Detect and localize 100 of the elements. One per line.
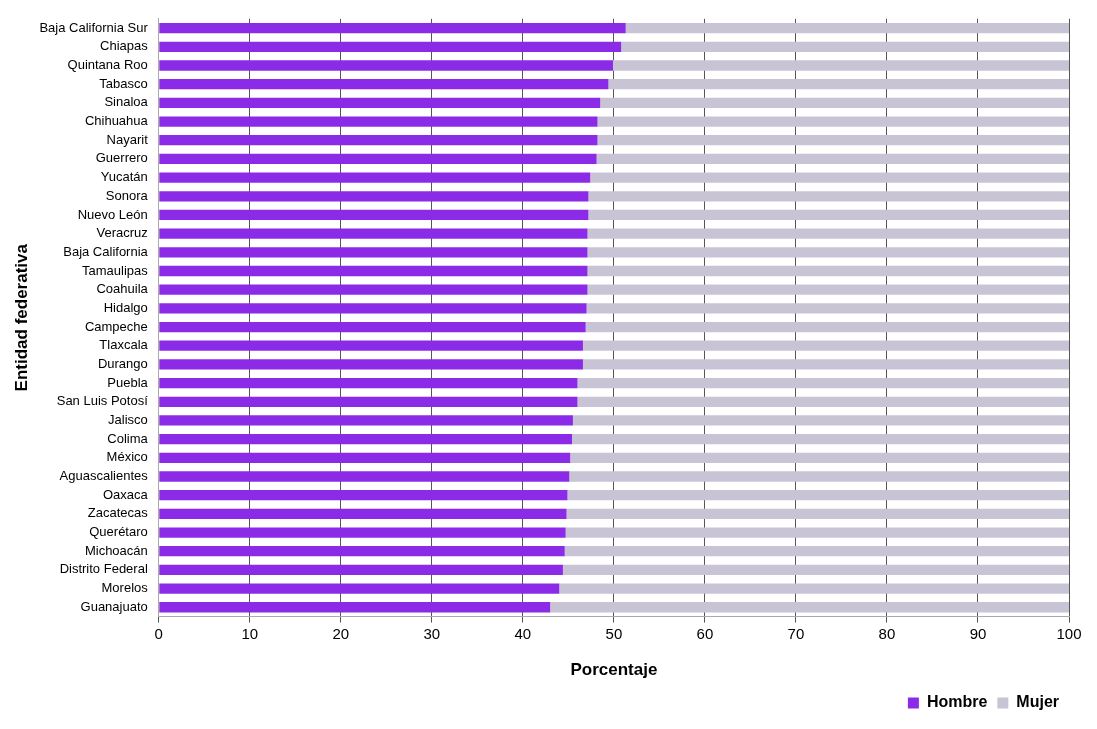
y-tick-label: San Luis Potosí (56, 393, 149, 409)
y-tick-label: Oaxaca (102, 486, 149, 502)
bar (569, 471, 1069, 482)
bar (587, 247, 1069, 258)
bar (550, 602, 1069, 613)
x-tick-label: 70 (787, 624, 805, 642)
bar (159, 23, 626, 34)
y-tick-label: Campeche (84, 318, 148, 334)
y-tick-label: Quintana Roo (67, 57, 148, 73)
y-tick-label: Nayarit (106, 131, 149, 147)
bar (159, 303, 587, 314)
bar (600, 97, 1069, 108)
bar (587, 284, 1069, 295)
x-tick-label: 80 (878, 624, 896, 642)
bar (567, 490, 1069, 501)
bar (159, 247, 588, 258)
legend-label: Mujer (1016, 693, 1059, 711)
bar (159, 415, 573, 426)
bar (159, 583, 560, 594)
bar (577, 377, 1069, 389)
bar (596, 153, 1069, 165)
x-tick-label: 30 (423, 624, 441, 642)
y-tick-label: Hidalgo (103, 299, 148, 315)
y-tick-label: Guerrero (95, 150, 148, 166)
bar (582, 340, 1069, 351)
y-tick-label: México (106, 449, 148, 465)
bar (159, 527, 566, 538)
bar (565, 527, 1069, 538)
bar (159, 602, 551, 613)
bar (159, 228, 588, 239)
y-tick-label: Distrito Federal (59, 561, 148, 577)
y-tick-label: Puebla (107, 374, 149, 390)
bar (572, 433, 1069, 445)
y-tick-label: Tlaxcala (99, 337, 149, 353)
bar (159, 377, 578, 389)
bar (559, 583, 1069, 594)
bar (159, 60, 613, 71)
bar (159, 135, 598, 146)
y-tick-label: Sinaloa (104, 94, 149, 110)
bar (159, 191, 589, 202)
bar (159, 564, 563, 576)
y-tick-label: Morelos (101, 580, 149, 596)
bar (159, 172, 591, 183)
y-tick-label: Nuevo León (77, 206, 148, 222)
bar (159, 265, 588, 277)
bar (159, 284, 588, 295)
bar (159, 209, 589, 221)
x-tick-label: 20 (332, 624, 350, 642)
bar (159, 321, 586, 333)
bar (159, 452, 571, 463)
bar (159, 41, 622, 52)
y-tick-label: Veracruz (96, 225, 148, 241)
y-tick-label: Sonora (105, 187, 149, 203)
bar (159, 396, 578, 407)
y-tick-label: Tamaulipas (82, 262, 149, 278)
x-tick-label: 60 (696, 624, 714, 642)
bar (572, 415, 1069, 426)
y-tick-label: Michoacán (84, 542, 148, 558)
y-tick-label: Guanajuato (80, 598, 148, 614)
y-tick-label: Aguascalientes (59, 468, 149, 484)
x-axis-title: Porcentaje (570, 660, 658, 680)
x-tick-label: 50 (605, 624, 623, 642)
bar (586, 303, 1069, 314)
y-tick-label: Querétaro (89, 524, 148, 540)
bar (577, 396, 1069, 407)
x-tick-label: 90 (969, 624, 987, 642)
bar (597, 116, 1069, 127)
bar (159, 97, 601, 108)
bar (621, 41, 1069, 52)
bar (159, 546, 565, 557)
y-tick-label: Baja California Sur (39, 19, 149, 35)
bar (585, 321, 1069, 333)
bar (159, 79, 609, 90)
x-tick-label: 40 (514, 624, 532, 642)
y-tick-label: Coahuila (96, 281, 149, 297)
bar (564, 546, 1069, 557)
y-tick-label: Chiapas (100, 38, 149, 54)
bar (587, 265, 1069, 277)
bar (597, 135, 1069, 146)
bar (582, 359, 1069, 370)
bar (562, 564, 1069, 576)
y-tick-label: Colima (107, 430, 149, 446)
x-tick-label: 100 (1056, 624, 1082, 642)
bar (159, 359, 583, 370)
bar (625, 23, 1069, 34)
y-tick-label: Jalisco (108, 412, 148, 428)
bar (159, 433, 573, 445)
bar (159, 153, 597, 165)
x-tick-label: 10 (241, 624, 259, 642)
bar (588, 209, 1069, 221)
bar (159, 471, 570, 482)
y-tick-label: Tabasco (99, 75, 148, 91)
y-tick-label: Baja California (63, 243, 149, 259)
bar (590, 172, 1069, 183)
bar (159, 508, 567, 519)
bar (588, 191, 1069, 202)
bar (159, 340, 583, 351)
legend-label: Hombre (926, 693, 988, 711)
bar (570, 452, 1069, 463)
bar (159, 490, 568, 501)
